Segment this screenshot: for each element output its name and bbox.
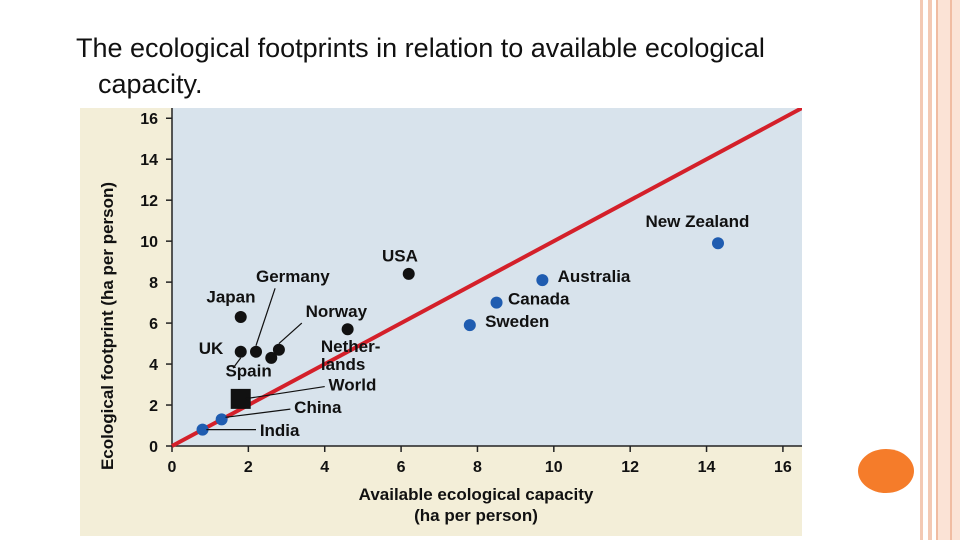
leader-line <box>244 386 325 400</box>
orange-circle-decoration <box>858 449 914 493</box>
data-points <box>196 237 724 436</box>
border-strip-2 <box>928 0 932 540</box>
x-tick-label: 6 <box>397 459 406 476</box>
point-netherlands <box>272 343 285 356</box>
leader-line <box>232 357 242 369</box>
leader-line <box>278 322 303 345</box>
border-strip-4 <box>950 0 952 540</box>
border-strip-3 <box>936 0 960 540</box>
point-label: India <box>260 421 300 440</box>
x-tick-label: 2 <box>244 459 253 476</box>
y-axis-label: Ecological footprint (ha per person) <box>98 182 117 470</box>
x-tick-label: 12 <box>621 459 639 476</box>
point-spain <box>265 351 278 364</box>
point-usa <box>402 267 415 280</box>
x-axis-label-line-2: (ha per person) <box>414 506 538 525</box>
point-china <box>215 413 228 426</box>
y-tick-label: 12 <box>140 193 158 210</box>
point-new-zealand <box>712 237 724 250</box>
point-canada <box>490 296 503 309</box>
y-tick-label: 0 <box>149 439 158 456</box>
scatter-chart: 0 2 4 6 8 10 12 14 16 0 2 4 6 8 10 12 14 16 New Zealand Au… <box>80 108 802 536</box>
point-label: World <box>329 376 377 395</box>
x-tick-label: 10 <box>545 459 563 476</box>
point-world <box>230 388 251 409</box>
point-label: New Zealand <box>645 212 749 231</box>
y-tick-label: 16 <box>140 111 158 128</box>
reference-line-group <box>171 108 802 448</box>
point-label: lands <box>321 355 365 374</box>
leader-line <box>225 408 291 418</box>
x-tick-label: 14 <box>698 459 716 476</box>
point-label: Spain <box>225 361 271 380</box>
x-tick-label: 0 <box>168 459 177 476</box>
point-norway <box>341 323 354 336</box>
leader-line <box>255 288 276 346</box>
slide-title-line-1: The ecological footprints in relation to… <box>76 33 765 63</box>
point-label: Japan <box>206 288 255 307</box>
x-tick-label: 4 <box>320 459 329 476</box>
point-australia <box>536 274 549 287</box>
y-tick-label: 6 <box>149 316 158 333</box>
y-tick-label: 4 <box>149 357 158 374</box>
y-tick-label: 10 <box>140 234 158 251</box>
axes: 0 2 4 6 8 10 12 14 16 0 2 4 6 8 10 12 14 16 <box>140 108 802 476</box>
point-label: UK <box>199 339 224 358</box>
border-strip-1 <box>920 0 923 540</box>
point-label: Germany <box>256 267 330 286</box>
x-tick-label: 8 <box>473 459 482 476</box>
point-germany <box>250 345 262 358</box>
point-india <box>196 423 209 436</box>
point-label: Norway <box>306 302 368 321</box>
point-label: China <box>294 398 342 417</box>
reference-line <box>171 108 802 448</box>
point-sweden <box>463 319 476 332</box>
point-uk <box>234 345 247 358</box>
point-label: Nether- <box>321 337 381 356</box>
y-tick-label: 14 <box>140 152 158 169</box>
slide-title: The ecological footprints in relation to… <box>76 30 916 102</box>
point-label: Canada <box>508 290 570 309</box>
point-label: Australia <box>558 267 631 286</box>
point-label: Sweden <box>485 312 549 331</box>
point-label: USA <box>382 247 418 266</box>
slide-title-line-2: capacity. <box>98 69 203 99</box>
y-tick-label: 8 <box>149 275 158 292</box>
y-tick-label: 2 <box>149 398 158 415</box>
leader-lines <box>206 288 325 431</box>
x-tick-label: 16 <box>774 459 792 476</box>
point-japan <box>234 310 247 323</box>
data-labels: New Zealand Australia Canada Sweden USA Germa… <box>199 212 750 440</box>
x-axis-label-line-1: Available ecological capacity <box>359 485 594 504</box>
